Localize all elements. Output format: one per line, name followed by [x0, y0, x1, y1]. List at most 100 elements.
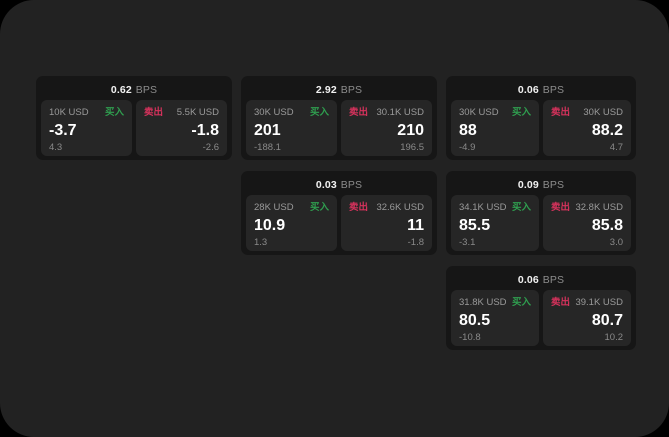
sell-panel[interactable]: 卖出 5.5K USD -1.8 -2.6 [136, 100, 227, 156]
card-header: 0.62 BPS [41, 81, 227, 100]
quote-card[interactable]: 2.92 BPS 30K USD 买入 201 -188.1 卖出 30.1K USD 210 1… [241, 76, 437, 160]
sell-size-label: 30K USD [583, 107, 623, 118]
panel-header-row: 卖出 30.1K USD [349, 107, 424, 119]
sell-panel[interactable]: 卖出 32.6K USD 11 -1.8 [341, 195, 432, 251]
sell-action-label[interactable]: 卖出 [349, 202, 369, 213]
quote-column-1: 0.62 BPS 10K USD 买入 -3.7 4.3 卖出 5.5K USD -1.8 -2.… [36, 76, 232, 160]
bps-unit-label: BPS [542, 274, 565, 287]
panel-header-row: 卖出 5.5K USD [144, 107, 219, 119]
card-header: 0.09 BPS [451, 176, 631, 195]
quote-card[interactable]: 0.09 BPS 34.1K USD 买入 85.5 -3.1 卖出 32.8K USD 85.… [446, 171, 636, 255]
buy-panel[interactable]: 30K USD 买入 88 -4.9 [451, 100, 539, 156]
card-body: 10K USD 买入 -3.7 4.3 卖出 5.5K USD -1.8 -2.6 [41, 100, 227, 156]
buy-action-label[interactable]: 买入 [511, 107, 531, 118]
sell-delta: 3.0 [609, 237, 623, 248]
buy-price: -3.7 [49, 122, 77, 139]
panel-header-row: 31.8K USD 买入 [459, 297, 531, 309]
bps-unit-label: BPS [340, 84, 363, 97]
bps-value: 0.62 [110, 84, 132, 97]
sell-panel[interactable]: 卖出 32.8K USD 85.8 3.0 [543, 195, 631, 251]
sell-delta: 196.5 [400, 142, 424, 153]
sell-size-label: 5.5K USD [176, 107, 219, 118]
sell-panel[interactable]: 卖出 30.1K USD 210 196.5 [341, 100, 432, 156]
sell-action-label[interactable]: 卖出 [144, 107, 164, 118]
quote-grid: 0.62 BPS 10K USD 买入 -3.7 4.3 卖出 5.5K USD -1.8 -2.… [36, 76, 636, 350]
buy-action-label[interactable]: 买入 [309, 202, 329, 213]
buy-price: 88 [459, 122, 477, 139]
buy-size-label: 30K USD [254, 107, 294, 118]
sell-action-label[interactable]: 卖出 [551, 297, 571, 308]
buy-panel[interactable]: 10K USD 买入 -3.7 4.3 [41, 100, 132, 156]
panel-header-row: 28K USD 买入 [254, 202, 329, 214]
panel-header-row: 卖出 30K USD [551, 107, 623, 119]
sell-action-label[interactable]: 卖出 [551, 107, 571, 118]
sell-delta: -1.8 [407, 237, 424, 248]
buy-price: 201 [254, 122, 281, 139]
sell-price: 85.8 [591, 217, 623, 234]
quote-card[interactable]: 0.03 BPS 28K USD 买入 10.9 1.3 卖出 32.6K USD 11 -1.8 [241, 171, 437, 255]
panel-header-row: 卖出 32.8K USD [551, 202, 623, 214]
sell-price: -1.8 [191, 122, 219, 139]
quote-card[interactable]: 0.06 BPS 31.8K USD 买入 80.5 -10.8 卖出 39.1K USD 80… [446, 266, 636, 350]
buy-delta: 4.3 [49, 142, 63, 153]
buy-size-label: 28K USD [254, 202, 294, 213]
bps-value: 0.09 [517, 179, 539, 192]
bps-unit-label: BPS [340, 179, 363, 192]
card-header: 0.06 BPS [451, 81, 631, 100]
buy-action-label[interactable]: 买入 [104, 107, 124, 118]
panel-header-row: 卖出 32.6K USD [349, 202, 424, 214]
buy-size-label: 10K USD [49, 107, 89, 118]
panel-header-row: 30K USD 买入 [459, 107, 531, 119]
buy-price: 80.5 [459, 312, 491, 329]
bps-value: 0.06 [517, 84, 539, 97]
buy-action-label[interactable]: 买入 [309, 107, 329, 118]
buy-delta: 1.3 [254, 237, 268, 248]
quote-card[interactable]: 0.62 BPS 10K USD 买入 -3.7 4.3 卖出 5.5K USD -1.8 -2.… [36, 76, 232, 160]
buy-delta: -3.1 [459, 237, 476, 248]
bps-unit-label: BPS [542, 84, 565, 97]
card-body: 28K USD 买入 10.9 1.3 卖出 32.6K USD 11 -1.8 [246, 195, 432, 251]
sell-action-label[interactable]: 卖出 [349, 107, 369, 118]
card-body: 34.1K USD 买入 85.5 -3.1 卖出 32.8K USD 85.8 3.0 [451, 195, 631, 251]
buy-action-label[interactable]: 买入 [511, 202, 531, 213]
sell-price: 88.2 [591, 122, 623, 139]
sell-price: 11 [407, 217, 424, 234]
quote-column-2: 2.92 BPS 30K USD 买入 201 -188.1 卖出 30.1K USD 210 1… [241, 76, 437, 255]
buy-price: 10.9 [254, 217, 286, 234]
quote-card[interactable]: 0.06 BPS 30K USD 买入 88 -4.9 卖出 30K USD 88.2 4.7 [446, 76, 636, 160]
buy-panel[interactable]: 30K USD 买入 201 -188.1 [246, 100, 337, 156]
sell-price: 210 [397, 122, 424, 139]
sell-panel[interactable]: 卖出 39.1K USD 80.7 10.2 [543, 290, 631, 346]
buy-delta: -188.1 [254, 142, 281, 153]
sell-delta: 4.7 [609, 142, 623, 153]
sell-delta: 10.2 [604, 332, 624, 343]
panel-header-row: 10K USD 买入 [49, 107, 124, 119]
bps-value: 0.06 [517, 274, 539, 287]
bps-unit-label: BPS [542, 179, 565, 192]
panel-header-row: 30K USD 买入 [254, 107, 329, 119]
buy-size-label: 31.8K USD [459, 297, 507, 308]
sell-price: 80.7 [591, 312, 623, 329]
quote-column-3: 0.06 BPS 30K USD 买入 88 -4.9 卖出 30K USD 88.2 4.7 0.… [446, 76, 636, 350]
buy-panel[interactable]: 34.1K USD 买入 85.5 -3.1 [451, 195, 539, 251]
panel-header-row: 卖出 39.1K USD [551, 297, 623, 309]
sell-panel[interactable]: 卖出 30K USD 88.2 4.7 [543, 100, 631, 156]
buy-delta: -4.9 [459, 142, 476, 153]
bps-unit-label: BPS [135, 84, 158, 97]
sell-action-label[interactable]: 卖出 [551, 202, 571, 213]
buy-delta: -10.8 [459, 332, 481, 343]
buy-panel[interactable]: 28K USD 买入 10.9 1.3 [246, 195, 337, 251]
card-body: 30K USD 买入 88 -4.9 卖出 30K USD 88.2 4.7 [451, 100, 631, 156]
panel-header-row: 34.1K USD 买入 [459, 202, 531, 214]
sell-size-label: 32.6K USD [376, 202, 424, 213]
card-body: 31.8K USD 买入 80.5 -10.8 卖出 39.1K USD 80.7 10.2 [451, 290, 631, 346]
buy-size-label: 34.1K USD [459, 202, 507, 213]
buy-panel[interactable]: 31.8K USD 买入 80.5 -10.8 [451, 290, 539, 346]
sell-delta: -2.6 [202, 142, 219, 153]
sell-size-label: 32.8K USD [575, 202, 623, 213]
card-header: 0.06 BPS [451, 271, 631, 290]
buy-action-label[interactable]: 买入 [511, 297, 531, 308]
sell-size-label: 30.1K USD [376, 107, 424, 118]
sell-size-label: 39.1K USD [575, 297, 623, 308]
